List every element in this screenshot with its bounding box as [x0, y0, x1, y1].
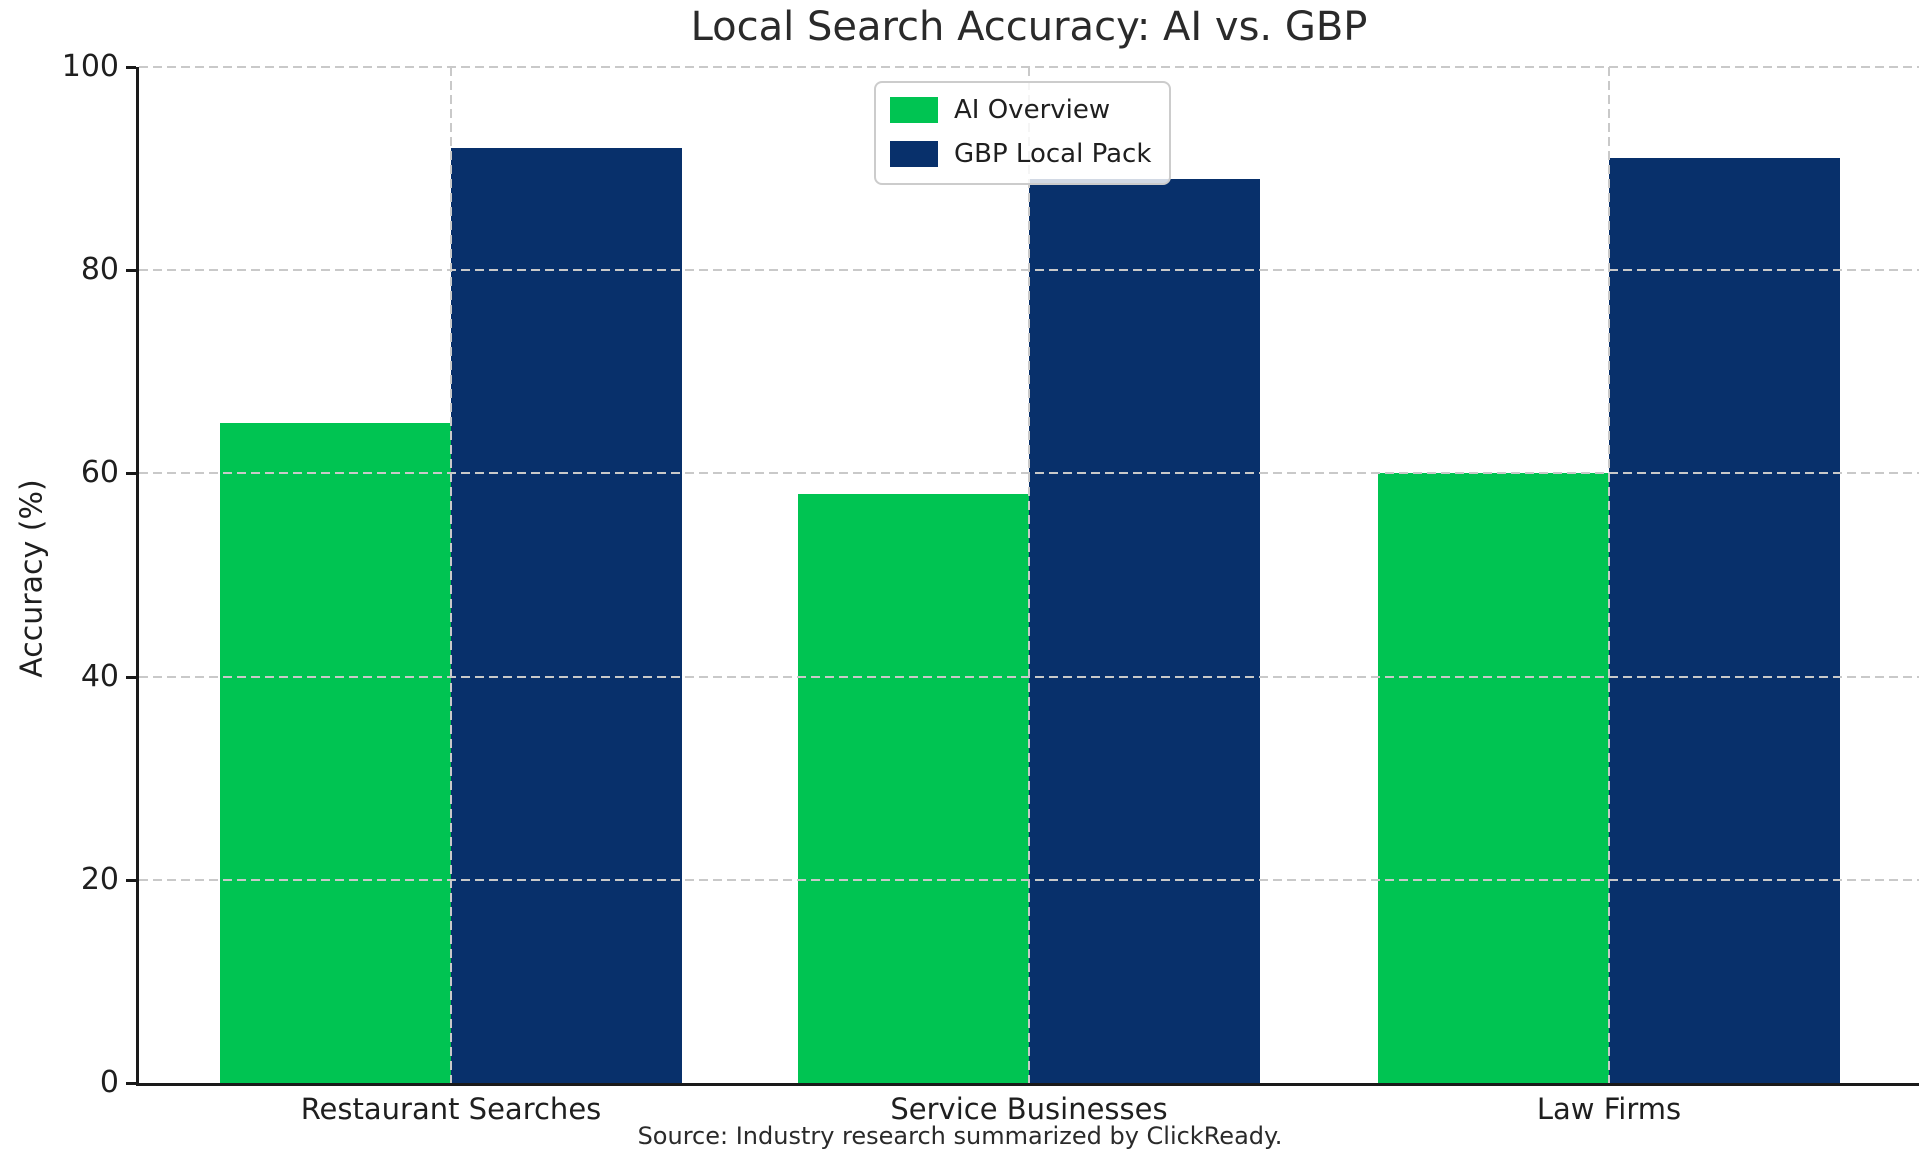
source-note: Source: Industry research summarized by … — [637, 1122, 1283, 1150]
legend-swatch-ai-overview — [890, 97, 938, 123]
y-axis-label: Accuracy (%) — [14, 479, 50, 678]
y-tick-label-100: 100 — [61, 49, 119, 84]
legend-label-ai-overview: AI Overview — [954, 95, 1111, 125]
x-tick-label-restaurant-searches: Restaurant Searches — [300, 1092, 602, 1126]
bar-gbp-local-pack-service-businesses — [1029, 179, 1260, 1083]
bar-ai-overview-law-firms — [1378, 473, 1609, 1083]
y-tick-mark-0 — [126, 1082, 136, 1085]
y-tick-label-60: 60 — [80, 455, 119, 491]
bar-ai-overview-restaurant-searches — [220, 423, 451, 1083]
y-tick-mark-20 — [126, 878, 136, 882]
bar-gbp-local-pack-law-firms — [1609, 158, 1840, 1083]
legend: AI Overview GBP Local Pack — [874, 81, 1172, 185]
y-tick-label-40: 40 — [80, 658, 119, 694]
plot-area: AI Overview GBP Local Pack — [136, 66, 1919, 1086]
y-tick-label-0: 0 — [99, 1065, 119, 1100]
chart-title: Local Search Accuracy: AI vs. GBP — [690, 4, 1368, 50]
y-tick-mark-60 — [126, 472, 136, 476]
x-axis-spine — [136, 1083, 1919, 1086]
y-tick-mark-100 — [126, 66, 136, 69]
legend-swatch-gbp-local-pack — [890, 141, 938, 167]
y-axis-spine — [136, 67, 139, 1086]
y-tick-mark-40 — [126, 675, 136, 679]
y-tick-label-20: 20 — [80, 861, 119, 897]
x-tick-label-law-firms: Law Firms — [1536, 1092, 1682, 1126]
legend-label-gbp-local-pack: GBP Local Pack — [954, 139, 1152, 169]
y-tick-label-80: 80 — [80, 252, 119, 288]
x-tick-label-service-businesses: Service Businesses — [890, 1092, 1168, 1126]
legend-item-gbp-local-pack: GBP Local Pack — [890, 139, 1151, 169]
bar-gbp-local-pack-restaurant-searches — [451, 148, 682, 1083]
bars-layer — [139, 67, 1919, 1083]
bar-ai-overview-service-businesses — [798, 494, 1029, 1083]
legend-item-ai-overview: AI Overview — [890, 95, 1151, 125]
y-tick-mark-80 — [126, 269, 136, 273]
